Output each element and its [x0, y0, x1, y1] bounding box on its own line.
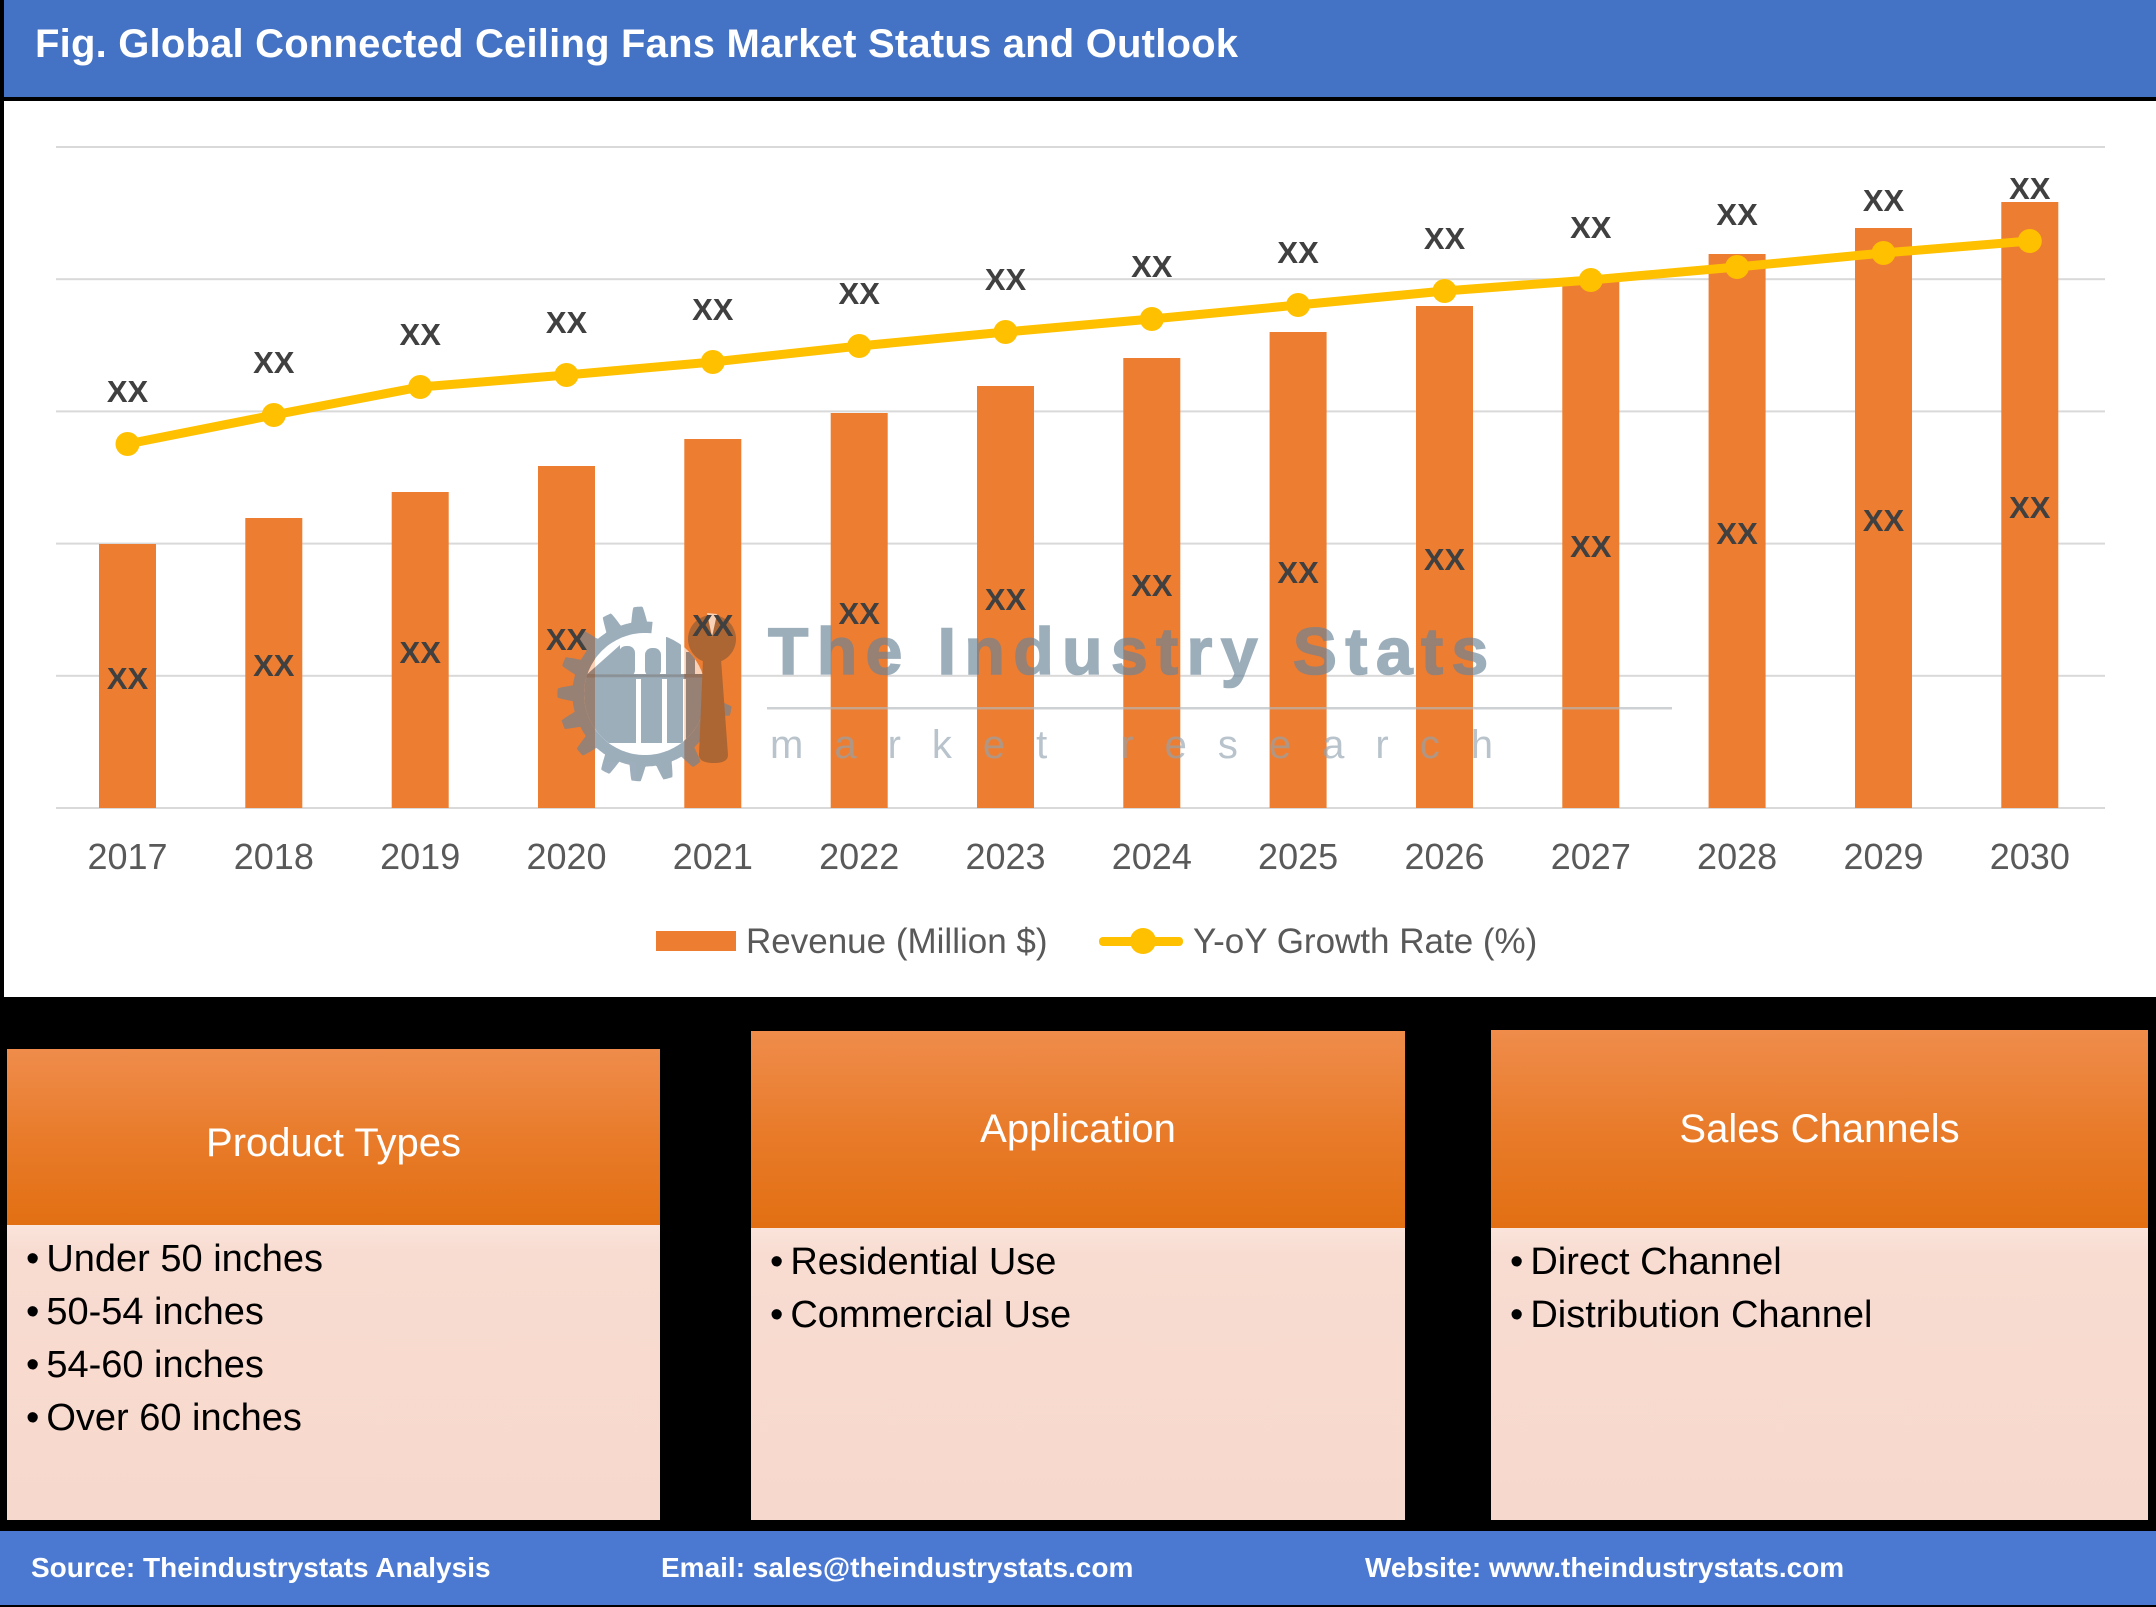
svg-text:XX: XX	[107, 661, 149, 696]
svg-text:XX: XX	[1277, 555, 1319, 590]
svg-text:XX: XX	[253, 648, 295, 683]
svg-text:2030: 2030	[1990, 836, 2070, 877]
svg-text:2020: 2020	[526, 836, 606, 877]
svg-text:2027: 2027	[1551, 836, 1631, 877]
svg-text:XX: XX	[692, 608, 734, 643]
svg-text:XX: XX	[1716, 516, 1758, 551]
svg-text:2017: 2017	[87, 836, 167, 877]
svg-text:XX: XX	[2009, 490, 2051, 525]
svg-text:XX: XX	[839, 276, 881, 311]
svg-text:2023: 2023	[965, 836, 1045, 877]
svg-text:2018: 2018	[234, 836, 314, 877]
svg-text:market research: market research	[770, 723, 1524, 767]
svg-text:2025: 2025	[1258, 836, 1338, 877]
svg-text:2022: 2022	[819, 836, 899, 877]
svg-text:XX: XX	[2009, 171, 2051, 206]
svg-text:XX: XX	[1131, 249, 1173, 284]
svg-text:XX: XX	[1131, 568, 1173, 603]
svg-text:XX: XX	[400, 635, 442, 670]
svg-text:XX: XX	[400, 317, 442, 352]
svg-text:2029: 2029	[1843, 836, 1923, 877]
svg-text:2026: 2026	[1404, 836, 1484, 877]
svg-text:XX: XX	[1863, 183, 1905, 218]
svg-text:2024: 2024	[1112, 836, 1192, 877]
svg-text:XX: XX	[1424, 542, 1466, 577]
svg-text:XX: XX	[107, 374, 149, 409]
svg-text:XX: XX	[1277, 235, 1319, 270]
svg-text:Revenue (Million $): Revenue (Million $)	[746, 922, 1048, 961]
svg-text:2019: 2019	[380, 836, 460, 877]
svg-text:2028: 2028	[1697, 836, 1777, 877]
svg-text:XX: XX	[253, 345, 295, 380]
svg-text:XX: XX	[1716, 197, 1758, 232]
svg-text:XX: XX	[692, 292, 734, 327]
svg-text:XX: XX	[1570, 529, 1612, 564]
svg-text:XX: XX	[985, 262, 1027, 297]
svg-text:The Industry Stats: The Industry Stats	[768, 614, 1497, 688]
svg-text:XX: XX	[546, 305, 588, 340]
svg-text:2021: 2021	[673, 836, 753, 877]
svg-text:XX: XX	[839, 596, 881, 631]
svg-text:Y-oY Growth Rate (%): Y-oY Growth Rate (%)	[1193, 922, 1537, 961]
svg-text:XX: XX	[985, 582, 1027, 617]
svg-text:XX: XX	[1570, 210, 1612, 245]
svg-text:XX: XX	[1863, 503, 1905, 538]
svg-text:XX: XX	[1424, 221, 1466, 256]
svg-text:XX: XX	[546, 622, 588, 657]
